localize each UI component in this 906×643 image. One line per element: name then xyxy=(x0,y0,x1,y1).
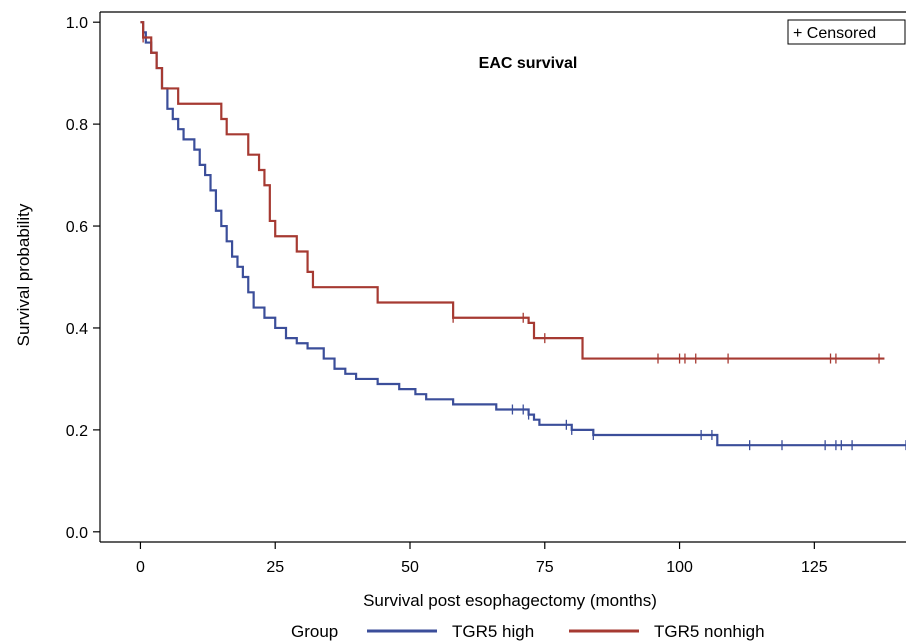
legend-label-tgr5-high: TGR5 high xyxy=(452,622,534,641)
y-axis-title: Survival probability xyxy=(14,203,33,346)
x-tick-label: 100 xyxy=(666,559,693,576)
x-tick-label: 25 xyxy=(266,559,284,576)
y-tick-label: 0.2 xyxy=(66,423,88,440)
series-layer xyxy=(140,22,906,450)
y-tick-label: 0.6 xyxy=(66,219,88,236)
x-tick-label: 0 xyxy=(136,559,145,576)
y-tick-label: 1.0 xyxy=(66,15,88,32)
y-tick-label: 0.0 xyxy=(66,525,88,542)
chart-title: EAC survival xyxy=(479,55,578,72)
x-ticks: 0 25 50 75 100 125 xyxy=(136,542,828,576)
y-tick-label: 0.4 xyxy=(66,321,88,338)
y-tick-label: 0.8 xyxy=(66,117,88,134)
x-axis-title: Survival post esophagectomy (months) xyxy=(363,591,657,610)
survival-curve-tgr5-high xyxy=(140,22,906,445)
series-tgr5-nonhigh xyxy=(140,22,884,363)
legend: Group TGR5 high TGR5 nonhigh xyxy=(291,622,765,641)
series-tgr5-high xyxy=(140,22,906,450)
x-tick-label: 50 xyxy=(401,559,419,576)
censored-legend-label: + Censored xyxy=(793,25,876,42)
x-tick-label: 125 xyxy=(801,559,828,576)
legend-title: Group xyxy=(291,622,338,641)
survival-curve-tgr5-nonhigh xyxy=(140,22,884,358)
legend-label-tgr5-nonhigh: TGR5 nonhigh xyxy=(654,622,765,641)
y-ticks: 0.0 0.2 0.4 0.6 0.8 1.0 xyxy=(66,15,100,542)
x-tick-label: 75 xyxy=(536,559,554,576)
